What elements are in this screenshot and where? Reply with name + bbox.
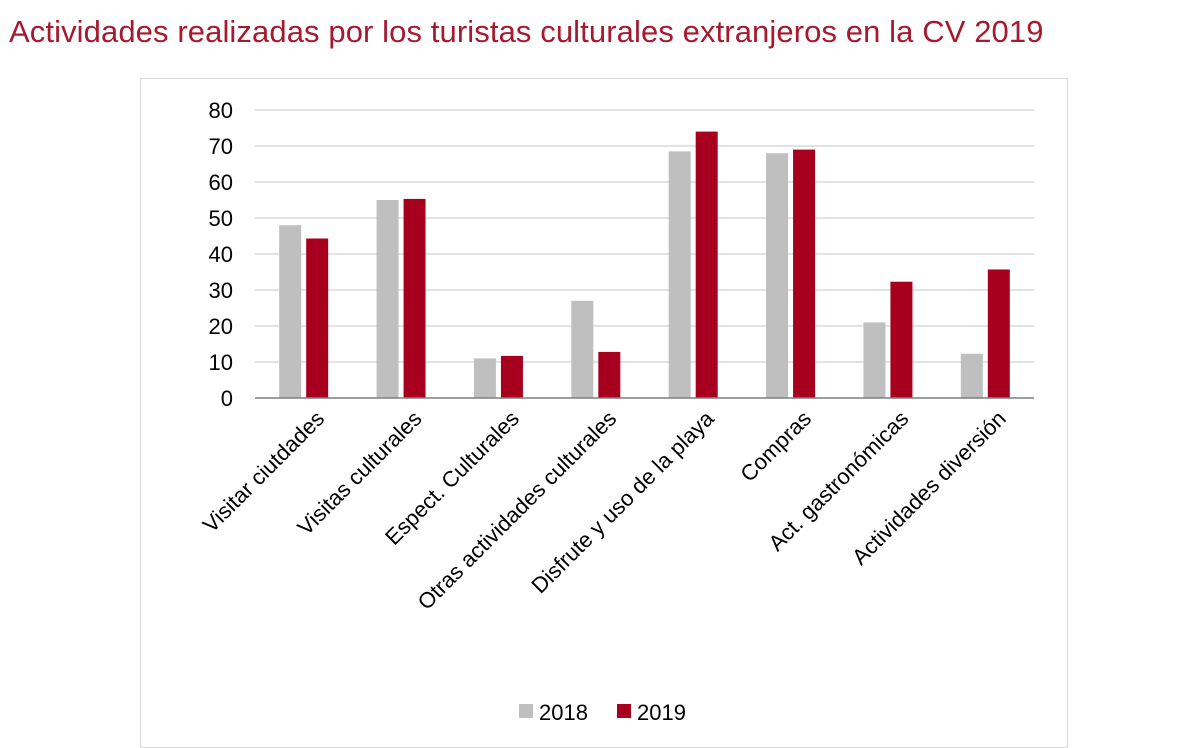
x-tick-label: Disfrute y uso de la playa bbox=[526, 405, 719, 598]
y-axis: 0 10 20 30 40 50 60 70 80 bbox=[209, 98, 233, 411]
y-tick-label: 10 bbox=[209, 350, 233, 375]
bar-2019-5 bbox=[793, 149, 816, 398]
y-tick-label: 70 bbox=[209, 134, 233, 159]
bar-2019-0 bbox=[306, 238, 329, 398]
bar-2018-5 bbox=[766, 153, 789, 398]
y-tick-label: 30 bbox=[209, 278, 233, 303]
legend-label: 2018 bbox=[539, 700, 588, 725]
bar-2018-3 bbox=[571, 300, 594, 398]
x-tick-label: Otras actividades culturales bbox=[413, 406, 622, 615]
y-tick-label: 60 bbox=[209, 170, 233, 195]
bar-2018-4 bbox=[668, 151, 691, 398]
bars bbox=[279, 131, 1010, 398]
gridlines bbox=[255, 109, 1034, 363]
bar-2019-2 bbox=[500, 355, 523, 398]
y-tick-label: 20 bbox=[209, 314, 233, 339]
chart-title: Actividades realizadas por los turistas … bbox=[9, 14, 1044, 49]
bar-2019-1 bbox=[403, 198, 426, 398]
legend-label: 2019 bbox=[637, 700, 686, 725]
bar-2018-0 bbox=[279, 225, 302, 398]
x-tick-label: Compras bbox=[735, 406, 816, 487]
legend: 2018 2019 bbox=[519, 700, 686, 725]
y-tick-label: 80 bbox=[209, 98, 233, 123]
y-tick-label: 40 bbox=[209, 242, 233, 267]
bar-2019-7 bbox=[987, 269, 1010, 398]
bar-2018-6 bbox=[863, 322, 886, 398]
bar-2019-4 bbox=[695, 131, 718, 398]
bar-2018-7 bbox=[960, 353, 983, 398]
bar-2019-6 bbox=[890, 281, 913, 398]
bar-2018-2 bbox=[473, 358, 496, 398]
legend-swatch-2018 bbox=[519, 704, 533, 718]
y-tick-label: 0 bbox=[221, 386, 233, 411]
bar-2018-1 bbox=[376, 200, 399, 398]
bar-2019-3 bbox=[598, 351, 621, 398]
y-tick-label: 50 bbox=[209, 206, 233, 231]
legend-swatch-2019 bbox=[617, 704, 631, 718]
